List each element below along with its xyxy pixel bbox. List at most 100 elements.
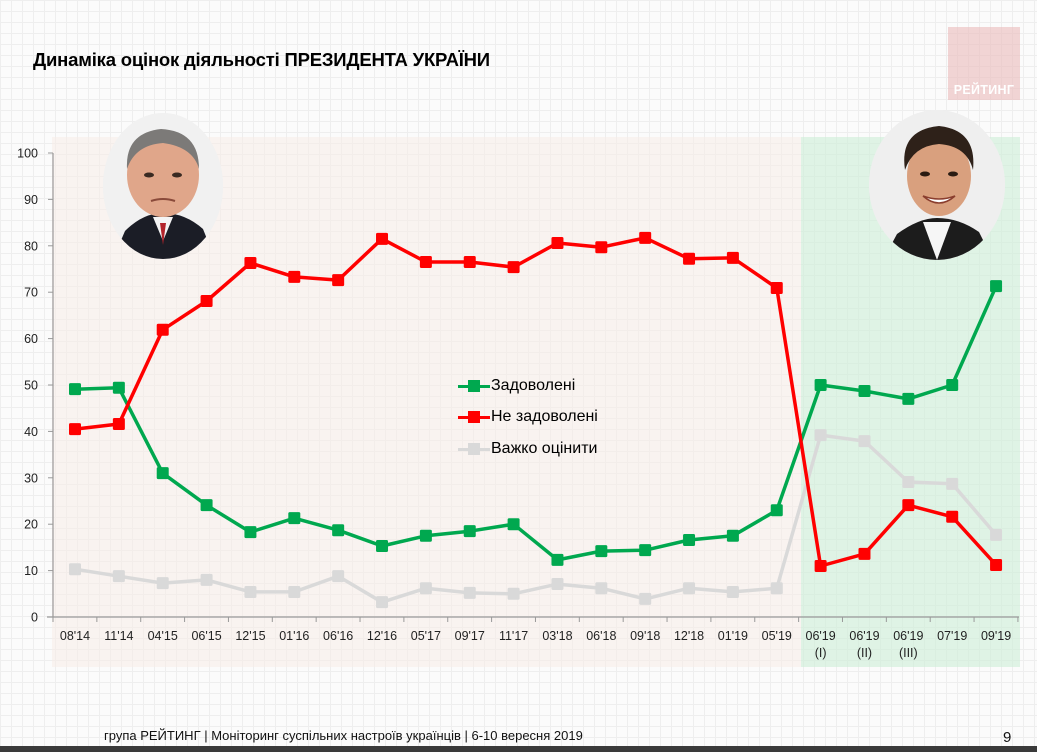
x-axis-labels: 08'14 11'14 04'15 06'15 12'15 01'16 06'16 12'16… xyxy=(60,629,1011,660)
x-tick-label: (I) xyxy=(815,646,827,660)
x-tick-label: 01'16 xyxy=(279,629,309,643)
x-tick-label: 04'15 xyxy=(148,629,178,643)
series-2 xyxy=(69,429,1003,609)
data-point-marker xyxy=(419,529,432,542)
data-point-marker xyxy=(902,392,915,405)
legend-swatch-green-icon xyxy=(458,379,490,393)
data-point-marker xyxy=(156,323,169,336)
data-point-marker xyxy=(683,582,696,595)
page-number: 9 xyxy=(1003,729,1012,746)
data-point-marker xyxy=(639,544,652,557)
data-point-marker xyxy=(814,379,827,391)
data-point-marker xyxy=(69,383,81,396)
data-point-marker xyxy=(156,577,169,590)
data-point-marker xyxy=(726,585,739,598)
data-point-marker xyxy=(814,429,827,442)
data-point-marker xyxy=(69,423,81,436)
x-tick-label: (II) xyxy=(857,646,872,660)
chart-legend: Задоволені Не задоволені Важко оцінити xyxy=(458,370,598,465)
data-point-marker xyxy=(551,578,564,591)
y-tick-label: 40 xyxy=(24,425,38,439)
x-tick-label: 05'19 xyxy=(762,629,792,643)
portrait-icon xyxy=(869,110,1005,260)
data-point-marker xyxy=(69,563,81,576)
data-point-marker xyxy=(200,573,213,586)
data-point-marker xyxy=(683,533,696,546)
data-point-marker xyxy=(463,586,476,599)
y-tick-label: 0 xyxy=(31,611,38,625)
x-tick-label: 06'19 xyxy=(806,629,836,643)
data-point-marker xyxy=(946,379,959,391)
data-point-marker xyxy=(595,545,608,558)
data-point-marker xyxy=(112,381,125,394)
data-point-marker xyxy=(595,241,608,254)
data-point-marker xyxy=(814,559,827,572)
data-point-marker xyxy=(902,475,915,488)
brand-label: РЕЙТИНГ xyxy=(953,83,1015,97)
y-tick-label: 70 xyxy=(24,286,38,300)
x-tick-label: 06'19 xyxy=(849,629,879,643)
y-tick-label: 30 xyxy=(24,471,38,485)
data-point-marker xyxy=(858,435,871,448)
data-point-marker xyxy=(507,587,520,600)
x-tick-label: 03'18 xyxy=(542,629,572,643)
data-point-marker xyxy=(332,274,345,287)
legend-item-hard-to-say: Важко оцінити xyxy=(458,433,598,465)
data-point-marker xyxy=(595,582,608,595)
portrait-icon xyxy=(103,113,223,259)
data-point-marker xyxy=(288,512,301,525)
data-point-marker xyxy=(858,547,871,560)
series-line xyxy=(74,433,998,604)
data-point-marker xyxy=(990,280,1003,293)
x-tick-label: 06'15 xyxy=(191,629,221,643)
data-point-marker xyxy=(244,585,257,598)
data-point-marker xyxy=(112,417,125,430)
data-point-marker xyxy=(244,526,257,539)
y-tick-label: 100 xyxy=(17,147,38,161)
x-tick-label: 09'19 xyxy=(981,629,1011,643)
data-point-marker xyxy=(156,467,169,480)
x-tick-label: 11'17 xyxy=(499,629,528,643)
data-point-marker xyxy=(244,256,257,269)
data-point-marker xyxy=(902,499,915,512)
legend-label: Не задоволені xyxy=(491,408,598,426)
data-point-marker xyxy=(946,510,959,523)
data-point-marker xyxy=(507,261,520,274)
data-point-marker xyxy=(419,256,432,269)
x-tick-label: 05'17 xyxy=(411,629,441,643)
series-line xyxy=(74,285,998,562)
data-point-marker xyxy=(726,529,739,542)
legend-item-dissatisfied: Не задоволені xyxy=(458,402,598,434)
data-point-marker xyxy=(551,553,564,566)
brand-logo: РЕЙТИНГ xyxy=(948,27,1020,100)
data-point-marker xyxy=(946,477,959,490)
x-tick-label: 09'18 xyxy=(630,629,660,643)
x-tick-label: 06'16 xyxy=(323,629,353,643)
x-tick-label: 01'19 xyxy=(718,629,748,643)
chart-axes: 0 10 20 30 40 50 60 70 80 90 100 xyxy=(17,147,1019,625)
data-point-marker xyxy=(376,232,389,245)
legend-swatch-gray-icon xyxy=(458,442,490,456)
data-point-marker xyxy=(551,237,564,250)
data-point-marker xyxy=(376,596,389,609)
data-point-marker xyxy=(507,518,520,531)
data-point-marker xyxy=(463,525,476,538)
data-point-marker xyxy=(683,252,696,265)
data-point-marker xyxy=(200,499,213,512)
chart-series xyxy=(69,231,1003,609)
data-point-marker xyxy=(990,528,1003,541)
x-tick-label: 12'16 xyxy=(367,629,397,643)
footer-source: група РЕЙТИНГ | Моніторинг суспільних на… xyxy=(104,728,583,743)
x-tick-label: 07'19 xyxy=(937,629,967,643)
data-point-marker xyxy=(770,582,783,595)
data-point-marker xyxy=(639,231,652,244)
data-point-marker xyxy=(463,256,476,269)
data-point-marker xyxy=(419,582,432,595)
x-tick-label: 06'18 xyxy=(586,629,616,643)
y-tick-label: 80 xyxy=(24,239,38,253)
data-point-marker xyxy=(332,570,345,583)
footer-bar xyxy=(0,746,1037,752)
y-tick-label: 20 xyxy=(24,518,38,532)
data-point-marker xyxy=(770,504,783,517)
x-tick-label: (III) xyxy=(899,646,918,660)
